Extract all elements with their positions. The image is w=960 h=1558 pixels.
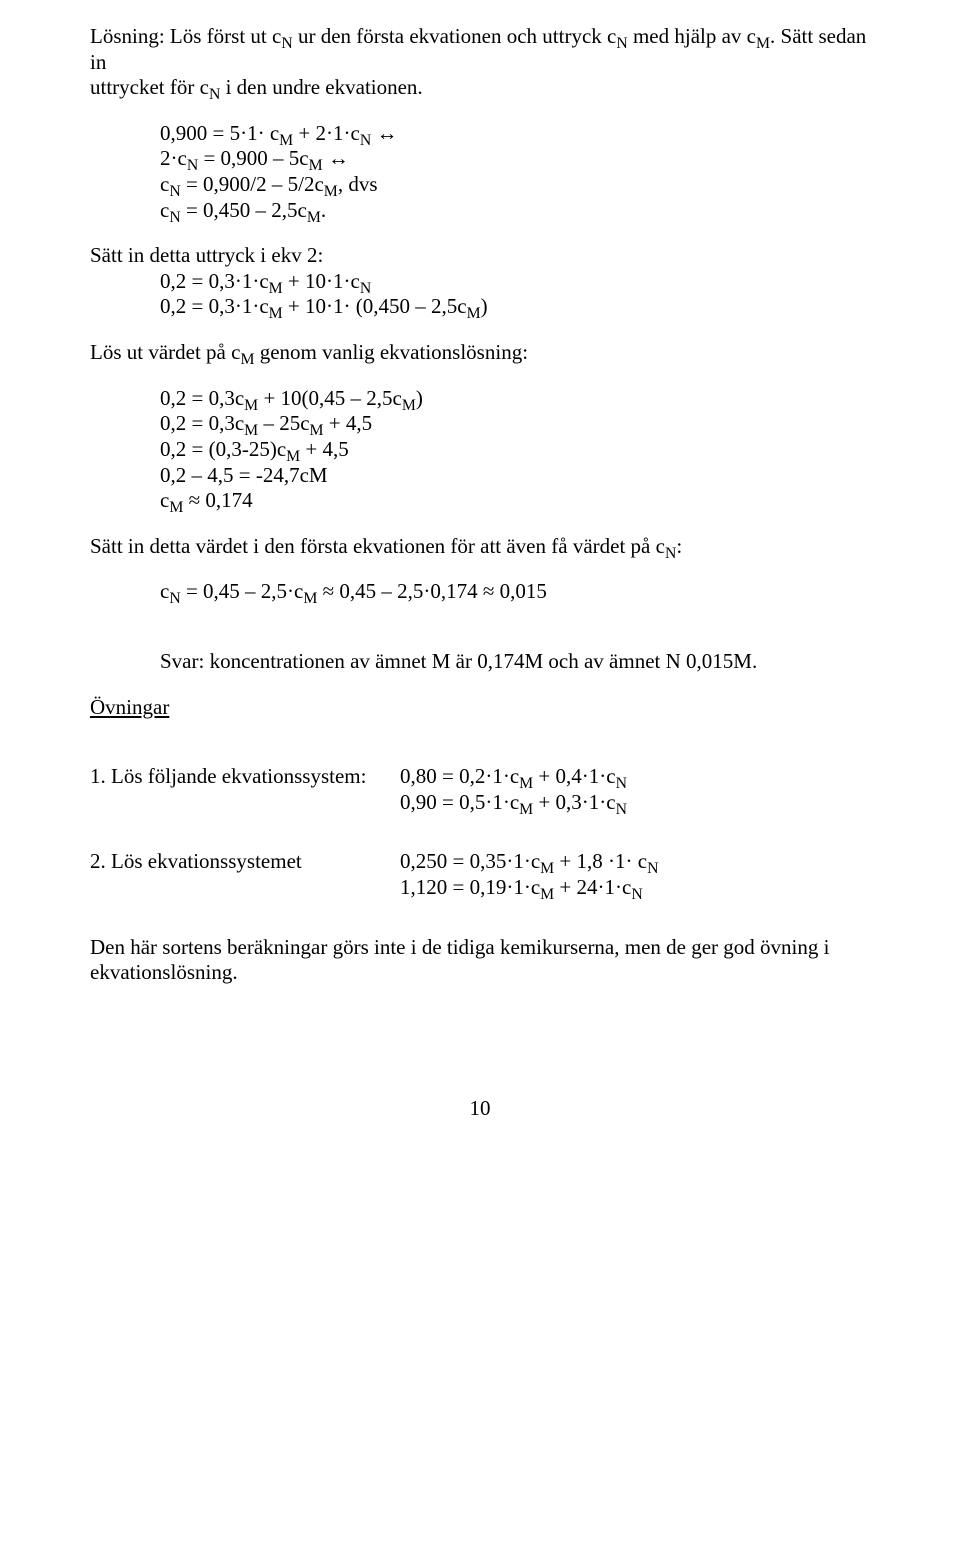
sub-m: M <box>756 35 770 52</box>
eq-text: c <box>160 579 169 603</box>
eq-text: 0,80 = 0,2·1·c <box>400 764 519 788</box>
eq-text: 0,2 = (0,3-25)c <box>160 437 286 461</box>
sub-n: N <box>616 801 627 818</box>
eq-text: , dvs <box>338 172 378 196</box>
sub-m: M <box>402 397 416 414</box>
eq-text: + 10·1·c <box>283 269 360 293</box>
solve-cm-equations: 0,2 = 0,3cM + 10(0,45 – 2,5cM) 0,2 = 0,3… <box>160 386 870 514</box>
sub-n: N <box>665 545 676 562</box>
eq-text: 0,250 = 0,35·1·c <box>400 849 540 873</box>
eq-text: 0,2 = 0,3·1·c <box>160 294 269 318</box>
intro-text: med hjälp av c <box>628 24 756 48</box>
page-number: 10 <box>90 1096 870 1122</box>
eq-text: + 10(0,45 – 2,5c <box>258 386 402 410</box>
eq-text: = 0,45 – 2,5·c <box>181 579 304 603</box>
eq-text: + 2·1·c <box>293 121 360 145</box>
step2-title: Sätt in detta uttryck i ekv 2: <box>90 243 870 269</box>
intro-text: i den undre ekvationen. <box>220 75 422 99</box>
closing-text: Den här sortens beräkningar görs inte i … <box>90 935 870 986</box>
eq-text: 2·c <box>160 146 187 170</box>
eq-text: = 0,900 – 5c <box>198 146 308 170</box>
eq-text: 0,900 = 5·1· c <box>160 121 279 145</box>
intro-paragraph: Lösning: Lös först ut cN ur den första e… <box>90 24 870 101</box>
answer-text: Svar: koncentrationen av ämnet M är 0,17… <box>160 649 870 675</box>
eq-text: = 0,450 – 2,5c <box>181 198 307 222</box>
eq-text: = 0,900/2 – 5/2c <box>181 172 324 196</box>
eq-text: + 10·1· (0,450 – 2,5c <box>283 294 467 318</box>
eq-text: ≈ 0,174 <box>183 488 252 512</box>
sub-n: N <box>647 861 658 878</box>
plug-equation: cN = 0,45 – 2,5·cM ≈ 0,45 – 2,5·0,174 ≈ … <box>160 579 870 605</box>
exercise-1: 1. Lös följande ekvationssystem: 0,80 = … <box>90 764 870 815</box>
sub-m: M <box>519 801 533 818</box>
sub-m: M <box>540 886 554 903</box>
eq-text: 0,2 – 4,5 = -24,7cM <box>160 463 870 489</box>
eq-text: ↔ <box>323 146 349 170</box>
eq-text: + 4,5 <box>300 437 349 461</box>
plug-title: : <box>676 534 682 558</box>
eq-text: . <box>321 198 326 222</box>
plug-title: Sätt in detta värdet i den första ekvati… <box>90 534 665 558</box>
eq-text: + 24·1·c <box>554 875 631 899</box>
answer-line: Svar: koncentrationen av ämnet M är 0,17… <box>160 649 870 675</box>
intro-text: ur den första ekvationen och uttryck c <box>293 24 617 48</box>
solve-cm-block: Lös ut värdet på cM genom vanlig ekvatio… <box>90 340 870 366</box>
sub-m: M <box>303 591 317 608</box>
eq-text: + 0,3·1·c <box>533 790 615 814</box>
closing-paragraph: Den här sortens beräkningar görs inte i … <box>90 935 870 986</box>
exercises-heading-text: Övningar <box>90 695 169 719</box>
sub-n: N <box>169 591 180 608</box>
sub-m: M <box>269 306 283 323</box>
sub-m: M <box>307 209 321 226</box>
sub-m: M <box>240 351 254 368</box>
exercises-heading: Övningar <box>90 695 870 721</box>
intro-text: Lösning: Lös först ut c <box>90 24 281 48</box>
exercise-2: 2. Lös ekvationssystemet 0,250 = 0,35·1·… <box>90 849 870 900</box>
eq-text: + 1,8 ·1· c <box>554 849 647 873</box>
equation-block-1: 0,900 = 5·1· cM + 2·1·cN ↔ 2·cN = 0,900 … <box>160 121 870 223</box>
intro-text: uttrycket för c <box>90 75 209 99</box>
eq-text: – 25c <box>258 411 309 435</box>
eq-text: 0,2 = 0,3c <box>160 411 244 435</box>
exercise-2-equations: 0,250 = 0,35·1·cM + 1,8 ·1· cN 1,120 = 0… <box>400 849 870 900</box>
exercise-2-label: 2. Lös ekvationssystemet <box>90 849 400 900</box>
eq-text: ↔ <box>371 121 397 145</box>
exercise-1-label: 1. Lös följande ekvationssystem: <box>90 764 400 815</box>
plug-block: Sätt in detta värdet i den första ekvati… <box>90 534 870 560</box>
eq-text: c <box>160 198 169 222</box>
eq-text: 0,90 = 0,5·1·c <box>400 790 519 814</box>
sub-n: N <box>281 35 292 52</box>
sub-n: N <box>169 209 180 226</box>
eq-text: 0,2 = 0,3·1·c <box>160 269 269 293</box>
eq-text: + 4,5 <box>324 411 373 435</box>
solve-title: Lös ut värdet på c <box>90 340 240 364</box>
eq-text: ) <box>481 294 488 318</box>
exercise-1-equations: 0,80 = 0,2·1·cM + 0,4·1·cN 0,90 = 0,5·1·… <box>400 764 870 815</box>
eq-text: + 0,4·1·c <box>533 764 615 788</box>
sub-m: M <box>467 306 481 323</box>
sub-n: N <box>616 35 627 52</box>
sub-m: M <box>169 499 183 516</box>
sub-n: N <box>209 86 220 103</box>
eq-text: c <box>160 488 169 512</box>
eq-text: ≈ 0,45 – 2,5·0,174 ≈ 0,015 <box>317 579 547 603</box>
solve-title: genom vanlig ekvationslösning: <box>254 340 528 364</box>
sub-n: N <box>631 886 642 903</box>
sub-n: N <box>360 132 371 149</box>
eq-text: 0,2 = 0,3c <box>160 386 244 410</box>
eq-text: ) <box>416 386 423 410</box>
eq-text: c <box>160 172 169 196</box>
eq-text: 1,120 = 0,19·1·c <box>400 875 540 899</box>
step2-block: Sätt in detta uttryck i ekv 2: 0,2 = 0,3… <box>90 243 870 320</box>
